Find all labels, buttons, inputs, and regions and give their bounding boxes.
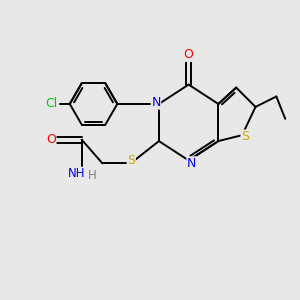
Text: Cl: Cl	[45, 98, 57, 110]
Text: S: S	[241, 130, 249, 143]
Text: NH: NH	[68, 167, 85, 180]
Text: S: S	[127, 154, 135, 167]
Text: H: H	[88, 169, 96, 182]
Text: N: N	[151, 96, 160, 109]
Text: O: O	[46, 133, 56, 146]
Text: O: O	[184, 48, 194, 62]
Text: N: N	[187, 157, 196, 170]
